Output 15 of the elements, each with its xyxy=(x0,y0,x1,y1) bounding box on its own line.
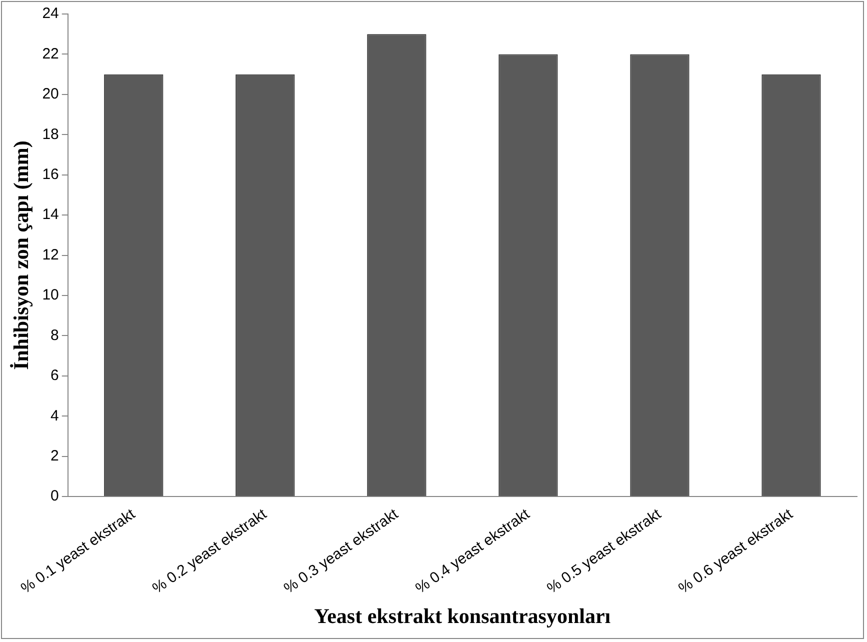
y-tick-label: 2 xyxy=(50,448,59,465)
y-tick-label: 0 xyxy=(50,488,59,505)
x-axis-title: Yeast ekstrakt konsantrasyonları xyxy=(314,604,611,628)
y-tick-label: 12 xyxy=(42,246,59,264)
y-tick-label: 22 xyxy=(42,45,59,62)
y-tick-label: 20 xyxy=(42,86,59,103)
y-tick-label: 24 xyxy=(42,5,59,22)
y-tick-label: 14 xyxy=(42,206,59,224)
y-tick-label: 6 xyxy=(50,367,59,384)
y-tick-label: 8 xyxy=(50,326,59,344)
y-tick-label: 4 xyxy=(50,407,59,424)
y-tick-label: 18 xyxy=(42,126,59,143)
y-axis-title: İnhibisyon zon çapı (mm) xyxy=(9,140,34,370)
y-tick-label: 10 xyxy=(42,286,59,304)
y-tick-label: 16 xyxy=(42,166,59,184)
